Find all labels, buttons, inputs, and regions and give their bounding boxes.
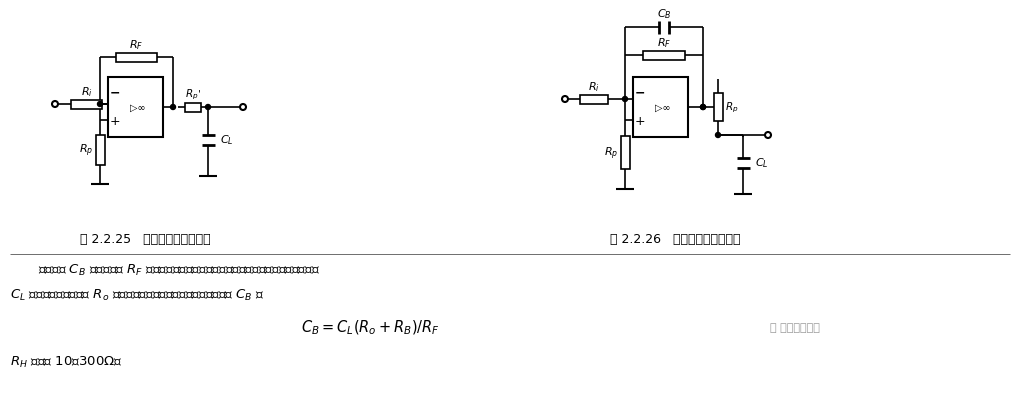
Text: $R_F$: $R_F$: [656, 36, 671, 50]
Text: $R_H$ 取值为 10～300Ω。: $R_H$ 取值为 10～300Ω。: [10, 354, 123, 369]
Bar: [95, 136, 104, 166]
Circle shape: [97, 102, 102, 107]
Text: 🔖 电子工程专辑: 🔖 电子工程专辑: [770, 322, 820, 332]
Text: +: +: [635, 114, 645, 127]
Circle shape: [206, 105, 211, 110]
Text: $C_B=C_L(R_o+R_B)/R_F$: $C_B=C_L(R_o+R_B)/R_F$: [300, 318, 439, 336]
Text: 补偿电容 $C_B$ 与反馈电阻 $R_F$ 构成超前补偿网络，形成新的零点。新的零点抵消容性负载: 补偿电容 $C_B$ 与反馈电阻 $R_F$ 构成超前补偿网络，形成新的零点。新…: [38, 262, 321, 277]
Text: +: +: [110, 114, 120, 127]
Bar: [117, 53, 157, 62]
Bar: [108, 78, 163, 138]
Text: $R_F$: $R_F$: [129, 38, 143, 52]
Circle shape: [171, 105, 175, 110]
Text: $C_L$: $C_L$: [220, 133, 233, 147]
Bar: [184, 103, 202, 112]
Text: $C_B$: $C_B$: [656, 7, 672, 21]
Text: $C_L$: $C_L$: [755, 156, 769, 170]
Circle shape: [623, 97, 628, 102]
Text: $R_p$: $R_p$: [725, 100, 738, 115]
Text: ▷∞: ▷∞: [655, 103, 671, 113]
Text: −: −: [110, 86, 120, 99]
Bar: [580, 95, 608, 104]
Text: ▷∞: ▷∞: [130, 103, 146, 113]
Bar: [633, 78, 688, 138]
Text: $R_i$: $R_i$: [588, 80, 600, 94]
Text: $C_L$ 与集成运放输出电阻 $R_o$ 构成的新极点，从而消除自激。补偿电容 $C_B$ 为: $C_L$ 与集成运放输出电阻 $R_o$ 构成的新极点，从而消除自激。补偿电容…: [10, 287, 265, 302]
Text: 图 2.2.25   小容性负载补偿电路: 图 2.2.25 小容性负载补偿电路: [80, 233, 211, 246]
Text: $R_p$: $R_p$: [604, 145, 618, 161]
Circle shape: [700, 105, 706, 110]
Text: 图 2.2.26   大容性负载补偿电路: 图 2.2.26 大容性负载补偿电路: [610, 233, 740, 246]
Bar: [714, 94, 723, 122]
Text: $R_i$: $R_i$: [81, 85, 92, 99]
Text: $R_p$: $R_p$: [79, 142, 93, 159]
Bar: [621, 137, 630, 170]
Text: −: −: [635, 86, 645, 99]
Circle shape: [716, 133, 721, 138]
Bar: [642, 51, 685, 60]
Text: $R_p$': $R_p$': [185, 88, 201, 102]
Bar: [71, 100, 102, 109]
Circle shape: [700, 105, 706, 110]
